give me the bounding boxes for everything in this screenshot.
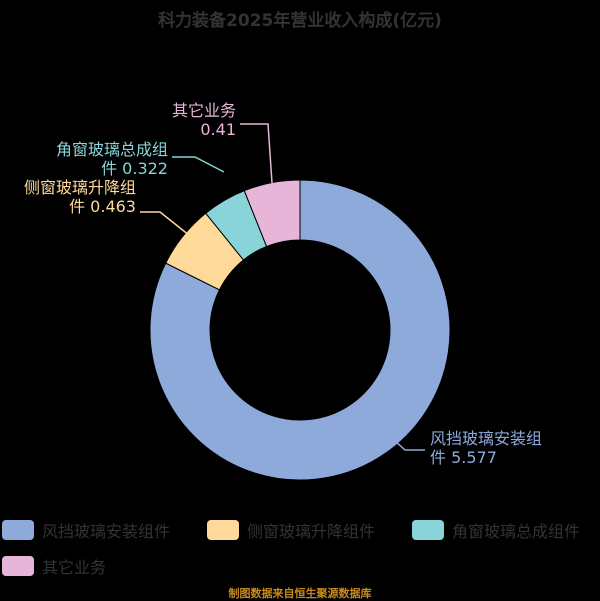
data-label: 件 5.577 [430, 448, 497, 467]
legend-item[interactable]: 侧窗玻璃升降组件 [207, 518, 375, 542]
legend-label: 侧窗玻璃升降组件 [247, 522, 376, 541]
legend-label: 其它业务 [42, 558, 107, 577]
data-label: 其它业务 [172, 101, 236, 120]
legend-swatch [207, 520, 239, 540]
data-label: 侧窗玻璃升降组 [24, 178, 136, 197]
data-label: 0.41 [200, 120, 236, 139]
data-label: 角窗玻璃总成组 [56, 140, 168, 159]
data-label: 件 0.463 [69, 197, 136, 216]
label-leader-line [140, 211, 215, 256]
legend-swatch [2, 556, 34, 576]
donut-slice[interactable] [243, 179, 301, 248]
donut-slice[interactable] [149, 179, 451, 481]
legend-label: 风挡玻璃安装组件 [42, 522, 171, 541]
label-leader-line [240, 123, 273, 184]
legend-label: 角窗玻璃总成组件 [452, 522, 581, 541]
label-leader-line [380, 427, 425, 451]
data-label: 风挡玻璃安装组 [430, 429, 542, 448]
legend-item[interactable]: 风挡玻璃安装组件 [2, 518, 170, 542]
legend-item[interactable]: 角窗玻璃总成组件 [412, 518, 580, 542]
legend-swatch [412, 520, 444, 540]
label-leader-line [172, 156, 225, 173]
data-label: 件 0.322 [101, 159, 168, 178]
data-source: 制图数据来自恒生聚源数据库 [228, 587, 372, 600]
legend-item[interactable]: 其它业务 [2, 554, 106, 578]
legend-swatch [2, 520, 34, 540]
chart-title: 科力装备2025年营业收入构成(亿元) [158, 11, 442, 31]
